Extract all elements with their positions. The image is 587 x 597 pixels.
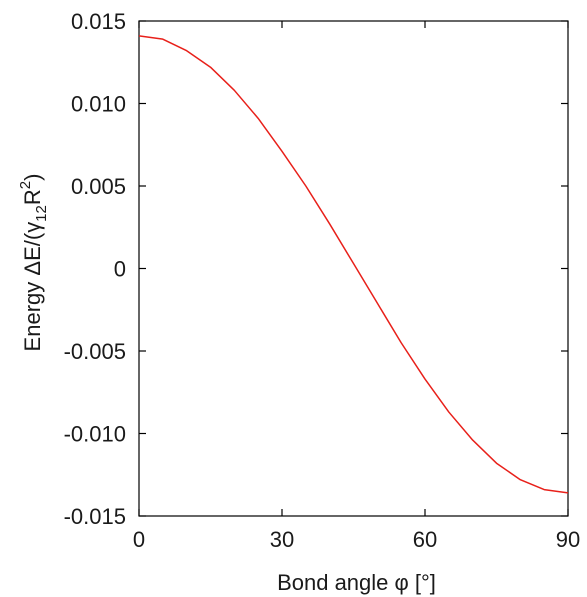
series-layer (138, 35, 569, 494)
axes-layer (138, 20, 569, 517)
series-line (138, 35, 569, 494)
x-tick-label: 0 (133, 527, 145, 552)
y-tick-label: -0.010 (64, 422, 126, 447)
y-tick-label: 0.015 (71, 9, 126, 34)
x-tick-label: 30 (270, 527, 294, 552)
y-tick-label: 0.010 (71, 92, 126, 117)
y-axis-label-subscript: 12 (33, 205, 50, 222)
y-axis-label: Energy ΔE/(γ12R2) (17, 174, 50, 352)
labels-layer: 0.015 0.010 0.005 0 -0.005 -0.010 -0.015 0 30 60 9… (17, 9, 580, 595)
y-tick-label: -0.005 (64, 339, 126, 364)
y-axis-label-suffix: ) (20, 174, 45, 181)
y-tick-label: 0 (114, 257, 126, 282)
x-axis-label: Bond angle φ [°] (277, 570, 436, 595)
x-tick-label: 60 (413, 527, 437, 552)
x-tick-label: 90 (556, 527, 580, 552)
y-axis-label-mid: R (20, 189, 45, 205)
y-tick-label: -0.015 (64, 504, 126, 529)
y-axis-label-prefix: Energy ΔE/(γ (20, 222, 45, 352)
y-tick-label: 0.005 (71, 174, 126, 199)
plot-frame (138, 20, 569, 517)
y-axis-label-superscript: 2 (17, 181, 34, 189)
